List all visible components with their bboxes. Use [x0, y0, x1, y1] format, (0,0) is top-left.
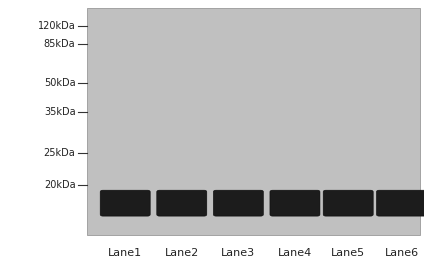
FancyBboxPatch shape — [270, 190, 320, 216]
Text: Lane6: Lane6 — [385, 248, 418, 258]
Text: 50kDa: 50kDa — [44, 78, 75, 88]
FancyBboxPatch shape — [323, 190, 373, 216]
Text: Lane4: Lane4 — [278, 248, 312, 258]
FancyBboxPatch shape — [213, 190, 263, 216]
FancyBboxPatch shape — [87, 8, 420, 235]
Text: Lane2: Lane2 — [165, 248, 199, 258]
FancyBboxPatch shape — [157, 190, 207, 216]
Text: 25kDa: 25kDa — [44, 148, 75, 158]
Text: Lane5: Lane5 — [331, 248, 365, 258]
FancyBboxPatch shape — [100, 190, 150, 216]
Text: Lane3: Lane3 — [221, 248, 255, 258]
Text: 20kDa: 20kDa — [44, 180, 75, 190]
Text: 35kDa: 35kDa — [44, 107, 75, 117]
Text: Lane1: Lane1 — [108, 248, 142, 258]
Text: 85kDa: 85kDa — [44, 39, 75, 49]
FancyBboxPatch shape — [377, 190, 424, 216]
Text: 120kDa: 120kDa — [38, 21, 75, 31]
